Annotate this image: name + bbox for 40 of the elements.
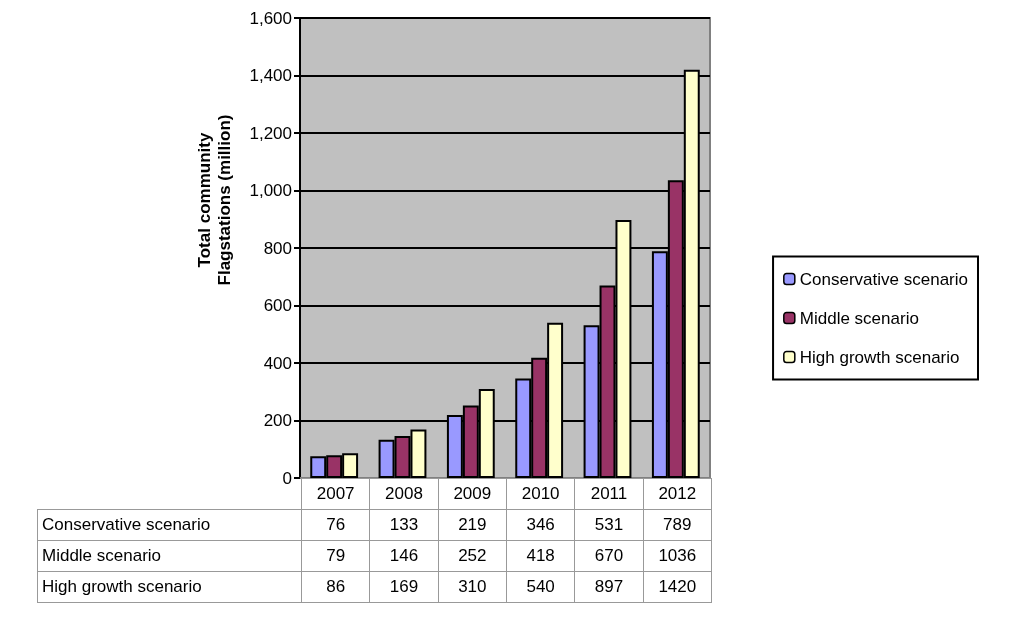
data-label: 146 [369,540,439,572]
data-label: 1420 [643,571,712,603]
y-tick-label: 0 [282,468,292,488]
x-tick-label: 2009 [438,478,507,510]
data-label: 1036 [643,540,712,572]
data-label: 897 [574,571,644,603]
data-label: 310 [438,571,507,603]
x-tick-label: 2008 [369,478,439,510]
y-tick-label: 400 [263,353,292,373]
y-tick-label: 800 [263,238,292,258]
text: High growth scenario [42,577,202,596]
data-label: 219 [438,509,507,541]
text: Conservative scenario [42,515,211,534]
data-label: 86 [301,571,370,603]
y-axis-title: Total community Flagstations (million) [195,114,235,286]
x-tick-label: 2011 [574,478,644,510]
text: Middle scenario [42,546,162,565]
data-label: 540 [506,571,575,603]
y-tick-label: 1,400 [249,66,292,85]
legend-label: Conservative scenario [799,269,969,289]
data-label: 670 [574,540,644,572]
data-label: 133 [369,509,439,541]
data-label: 76 [301,509,370,541]
y-tick-label: 1,600 [249,8,292,28]
legend-label: High growth scenario [799,347,960,367]
x-tick-label: 2007 [301,478,370,510]
data-label: 531 [574,509,644,541]
y-tick-label: 1,000 [249,181,292,200]
data-label: 79 [301,540,370,572]
data-label: 418 [506,540,575,572]
legend-label: Middle scenario [799,308,919,328]
data-label: 789 [643,509,712,541]
data-label: 346 [506,509,575,541]
x-tick-label: 2012 [643,478,712,510]
y-tick-label: 600 [263,296,292,315]
x-tick-label: 2010 [506,478,575,510]
data-label: 252 [438,540,507,572]
y-tick-label: 200 [263,411,292,430]
data-label: 169 [369,571,439,603]
y-tick-label: 1,200 [249,123,292,143]
